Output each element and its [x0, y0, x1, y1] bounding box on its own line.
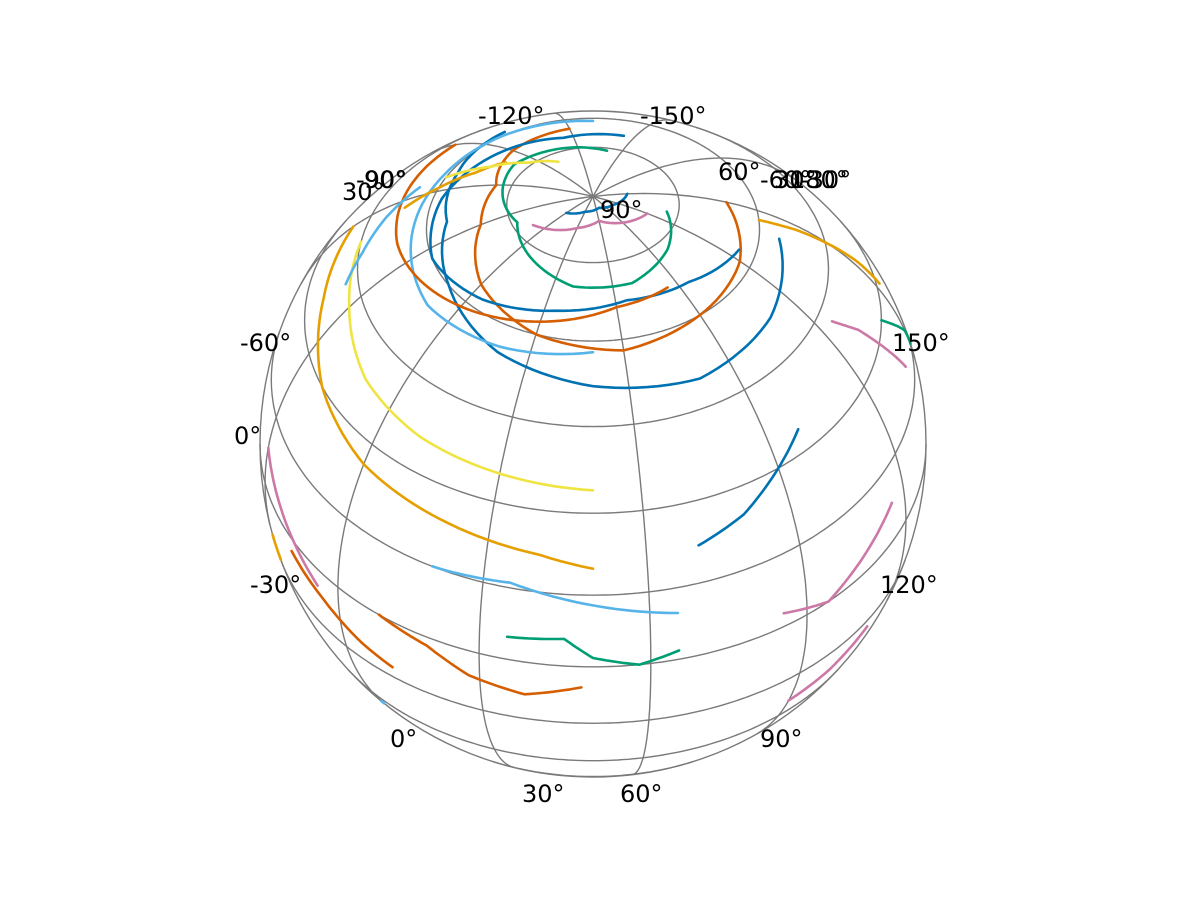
meridian-line: [592, 196, 652, 776]
lon-tick-label: -150°: [640, 102, 706, 130]
parallel-line: [303, 220, 883, 514]
lon-tick-label: 150°: [892, 329, 950, 357]
lon-tick-label: -90°: [356, 166, 407, 194]
lat-tick-label: -60°: [760, 166, 811, 194]
lat-tick-label: 60°: [718, 158, 761, 186]
trajectory-line: [271, 533, 283, 562]
trajectory-line: [429, 132, 741, 313]
trajectory-line: [444, 159, 560, 179]
trajectory-line: [344, 186, 422, 286]
graticule: [259, 112, 927, 778]
meridian-line: [300, 184, 594, 285]
lon-tick-label: 30°: [522, 780, 565, 808]
lat-tick-label: 0°: [234, 422, 261, 450]
parallel-line: [506, 146, 680, 264]
lon-tick-label: -30°: [250, 571, 301, 599]
lat-tick-label: 90°: [600, 196, 643, 224]
globe-horizon: [259, 110, 927, 778]
lat-tick-label: 30°: [342, 178, 385, 206]
meridian-line: [592, 195, 907, 601]
trajectory-line: [267, 446, 319, 587]
parallel-line: [259, 443, 927, 668]
trajectories: [267, 119, 912, 705]
trajectory-line: [787, 625, 869, 702]
lat-tick-label: -30°: [800, 166, 851, 194]
trajectory-line: [347, 240, 595, 492]
trajectory-line: [501, 146, 673, 289]
meridian-line: [478, 196, 594, 769]
trajectory-line: [505, 635, 681, 666]
meridian-line: [592, 119, 671, 197]
lon-tick-label: -120°: [478, 102, 544, 130]
trajectory-line: [782, 501, 894, 615]
trajectory-line: [531, 212, 649, 232]
parallel-line: [347, 669, 839, 762]
trajectory-line: [394, 143, 669, 323]
parallel-line: [356, 126, 830, 428]
lon-tick-label: 120°: [880, 571, 938, 599]
trajectory-line: [409, 119, 595, 356]
parallel-line: [270, 331, 916, 596]
lon-tick-label: 90°: [760, 725, 803, 753]
trajectory-line: [290, 549, 394, 669]
lon-tick-label: 180°: [790, 166, 848, 194]
trajectory-line: [565, 192, 629, 215]
lon-tick-label: -60°: [240, 329, 291, 357]
trajectory-line: [380, 699, 386, 705]
meridian-line: [592, 192, 916, 359]
meridian-line: [554, 112, 594, 197]
parallel-line: [280, 559, 906, 725]
lon-tick-label: 0°: [390, 725, 417, 753]
trajectory-line: [830, 320, 907, 368]
lat-tick-label: 90°: [364, 166, 407, 194]
trajectory-line: [880, 319, 912, 346]
trajectory-line: [697, 427, 800, 547]
meridian-line: [337, 195, 594, 704]
trajectory-line: [473, 127, 742, 352]
trajectory-line: [757, 218, 881, 285]
trajectory-line: [316, 225, 595, 570]
lat-tick-label: 30°: [774, 166, 817, 194]
lon-tick-label: 60°: [620, 780, 663, 808]
trajectory-line: [377, 613, 583, 696]
tick-labels: -150° -120° -90° -60° -30° 0° 30° 60° 90…: [234, 102, 950, 808]
meridian-line: [592, 195, 808, 735]
trajectory-line: [430, 565, 680, 615]
meridian-line: [264, 195, 594, 526]
